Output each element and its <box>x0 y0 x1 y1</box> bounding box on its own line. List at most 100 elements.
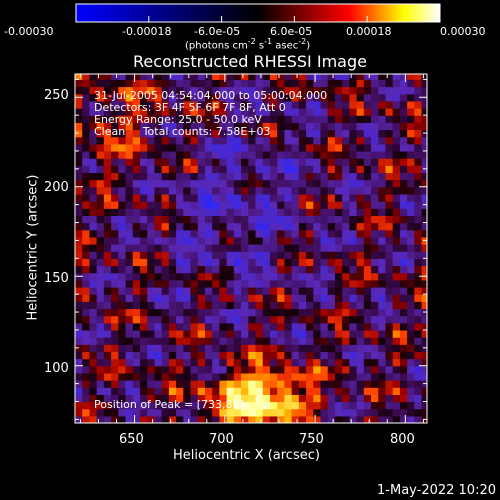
heatmap-cell <box>147 329 156 338</box>
heatmap-cell <box>371 351 379 360</box>
heatmap-cell <box>291 201 300 209</box>
heatmap-cell <box>356 100 365 109</box>
heatmap-cell <box>421 193 427 202</box>
heatmap-cell <box>306 258 314 267</box>
heatmap-cell <box>241 372 249 381</box>
heatmap-cell <box>111 158 119 166</box>
heatmap-cell <box>96 208 105 216</box>
heatmap-cell <box>399 329 408 338</box>
heatmap-cell <box>306 129 314 138</box>
heatmap-cell <box>248 136 257 145</box>
heatmap-cell <box>277 258 285 267</box>
heatmap-cell <box>277 301 285 310</box>
heatmap-cell <box>111 265 119 274</box>
heatmap-cell <box>414 236 423 245</box>
heatmap-cell <box>103 150 112 159</box>
heatmap-cell <box>139 358 148 367</box>
heatmap-cell <box>385 322 394 331</box>
heatmap-cell <box>197 100 206 109</box>
heatmap-cell <box>356 86 365 95</box>
heatmap-cell <box>176 387 184 395</box>
heatmap-cell <box>103 415 112 423</box>
heatmap-cell <box>176 79 184 88</box>
heatmap-cell <box>363 229 372 238</box>
heatmap-cell <box>356 165 365 174</box>
heatmap-cell <box>414 351 423 360</box>
heatmap-cell <box>334 229 343 238</box>
heatmap-cell <box>183 165 192 174</box>
heatmap-cell <box>371 179 379 188</box>
heatmap-cell <box>132 251 141 259</box>
heatmap-cell <box>233 329 242 338</box>
heatmap-cell <box>103 279 112 288</box>
heatmap-cell <box>291 208 300 216</box>
heatmap-cell <box>363 165 372 174</box>
heatmap-cell <box>183 86 192 95</box>
heatmap-cell <box>183 380 192 388</box>
heatmap-cell <box>334 365 343 374</box>
heatmap-cell <box>197 201 206 209</box>
heatmap-cell <box>183 143 192 152</box>
heatmap-cell <box>219 286 228 295</box>
heatmap-cell <box>89 100 98 109</box>
heatmap-cell <box>219 322 228 331</box>
heatmap-cell <box>269 208 278 216</box>
heatmap-cell <box>118 229 127 238</box>
heatmap-cell <box>248 301 257 310</box>
heatmap-cell <box>277 408 285 417</box>
heatmap-cell <box>168 129 177 138</box>
heatmap-cell <box>378 122 387 131</box>
heatmap-cell <box>89 351 98 360</box>
heatmap-cell <box>226 208 235 216</box>
heatmap-cell <box>313 115 322 123</box>
heatmap-cell <box>392 122 401 131</box>
heatmap-cell <box>342 322 350 331</box>
heatmap-cell <box>82 279 91 288</box>
heatmap-cell <box>176 351 184 360</box>
heatmap-cell <box>226 265 235 274</box>
heatmap-cell <box>356 272 365 281</box>
heatmap-cell <box>320 408 329 417</box>
heatmap-cell <box>334 401 343 410</box>
heatmap-cell <box>399 172 408 181</box>
heatmap-cell <box>407 329 415 338</box>
heatmap-cell <box>190 265 199 274</box>
heatmap-cell <box>356 329 365 338</box>
heatmap-cell <box>125 229 134 238</box>
heatmap-cell <box>363 86 372 95</box>
heatmap-cell <box>212 344 221 353</box>
heatmap-cell <box>363 179 372 188</box>
heatmap-cell <box>111 74 119 80</box>
heatmap-cell <box>255 208 264 216</box>
heatmap-cell <box>399 308 408 317</box>
heatmap-cell <box>327 344 336 353</box>
heatmap-cell <box>313 201 322 209</box>
heatmap-cell <box>197 365 206 374</box>
heatmap-cell <box>96 415 105 423</box>
heatmap-cell <box>371 251 379 259</box>
heatmap-cell <box>284 150 293 159</box>
heatmap-cell <box>291 244 300 252</box>
observation-info-line: 31-Jul-2005 04:54:04.000 to 05:00:04.000 <box>94 89 328 102</box>
heatmap-cell <box>342 394 350 403</box>
heatmap-cell <box>255 86 264 95</box>
heatmap-cell <box>154 229 163 238</box>
heatmap-cell <box>154 172 163 181</box>
heatmap-cell <box>277 150 285 159</box>
heatmap-cell <box>342 351 350 360</box>
heatmap-cell <box>161 358 170 367</box>
heatmap-cell <box>132 329 141 338</box>
heatmap-cell <box>392 79 401 88</box>
heatmap-cell <box>262 129 271 138</box>
heatmap-cell <box>407 279 415 288</box>
heatmap-cell <box>111 193 119 202</box>
heatmap-cell <box>204 358 213 367</box>
heatmap-cell <box>385 387 394 395</box>
heatmap-cell <box>103 294 112 302</box>
heatmap-cell <box>262 79 271 88</box>
heatmap-cell <box>371 215 379 224</box>
heatmap-cell <box>356 186 365 195</box>
heatmap-cell <box>241 193 249 202</box>
heatmap-cell <box>233 387 242 395</box>
heatmap-cell <box>320 150 329 159</box>
